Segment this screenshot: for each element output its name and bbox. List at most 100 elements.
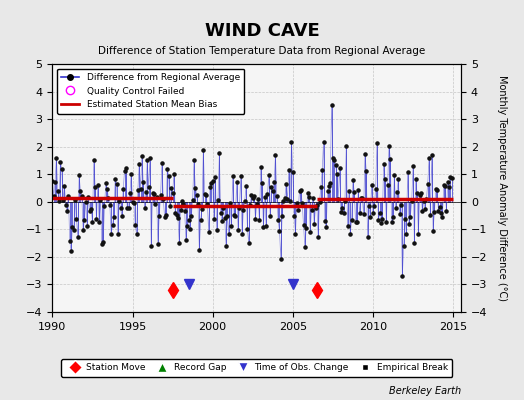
Point — [90, 157, 98, 163]
Point — [127, 170, 135, 177]
Point — [387, 219, 396, 226]
Point — [154, 240, 162, 247]
Point — [203, 200, 212, 207]
Point — [152, 194, 161, 200]
Point — [82, 198, 90, 205]
Point — [364, 234, 372, 241]
Point — [410, 240, 419, 246]
Point — [362, 168, 370, 174]
Point — [287, 138, 296, 145]
Point — [133, 230, 141, 237]
Point — [131, 222, 139, 228]
Point — [311, 204, 320, 211]
Point — [214, 196, 222, 203]
Point — [194, 201, 202, 208]
Point — [281, 195, 289, 201]
Point — [318, 167, 326, 174]
Text: Berkeley Earth: Berkeley Earth — [389, 386, 461, 396]
Point — [183, 223, 191, 229]
Point — [72, 216, 81, 222]
Point — [323, 188, 332, 195]
Point — [129, 200, 138, 206]
Point — [278, 212, 286, 219]
Point — [66, 238, 74, 245]
Point — [110, 213, 118, 220]
Point — [85, 208, 94, 215]
Point — [432, 186, 440, 192]
Point — [372, 186, 380, 192]
Point — [170, 171, 178, 177]
Point — [418, 208, 427, 214]
Point — [321, 218, 329, 224]
Point — [168, 190, 177, 196]
Point — [389, 214, 397, 220]
Point — [406, 214, 414, 220]
Point — [64, 193, 73, 199]
Point — [126, 190, 134, 196]
Point — [238, 231, 246, 238]
Point — [177, 207, 185, 214]
Point — [88, 219, 96, 225]
Point — [52, 154, 61, 161]
Point — [426, 212, 434, 218]
Point — [97, 240, 106, 247]
Y-axis label: Monthly Temperature Anomaly Difference (°C): Monthly Temperature Anomaly Difference (… — [497, 75, 507, 301]
Point — [178, 198, 186, 204]
Point — [379, 161, 388, 167]
Point — [341, 198, 349, 204]
Point — [215, 150, 224, 156]
Point — [413, 190, 421, 196]
Point — [124, 205, 133, 211]
Point — [174, 215, 182, 221]
Point — [171, 209, 180, 216]
Point — [444, 179, 452, 185]
Point — [136, 186, 145, 192]
Point — [299, 222, 308, 228]
Point — [329, 154, 337, 161]
Point — [199, 146, 208, 153]
Legend: Difference from Regional Average, Quality Control Failed, Estimated Station Mean: Difference from Regional Average, Qualit… — [57, 68, 245, 114]
Point — [355, 210, 364, 216]
Point — [301, 243, 309, 250]
Point — [330, 157, 339, 164]
Point — [239, 207, 248, 213]
Point — [440, 182, 448, 188]
Point — [266, 212, 274, 219]
Point — [350, 189, 358, 195]
Text: WIND CAVE: WIND CAVE — [205, 22, 319, 40]
Point — [369, 210, 377, 216]
Point — [182, 237, 190, 243]
Point — [71, 197, 79, 203]
Point — [250, 192, 258, 199]
Point — [102, 180, 110, 186]
Point — [50, 193, 58, 199]
Point — [365, 203, 373, 210]
Point — [352, 219, 360, 225]
Point — [391, 205, 400, 212]
Point — [333, 171, 341, 177]
Point — [96, 197, 105, 203]
Point — [167, 185, 176, 192]
Point — [319, 139, 328, 145]
Point — [99, 239, 107, 246]
Point — [248, 195, 257, 201]
Point — [224, 230, 233, 237]
Point — [53, 188, 62, 194]
Point — [277, 256, 285, 262]
Point — [155, 213, 163, 220]
Point — [135, 161, 144, 167]
Point — [166, 203, 174, 209]
Point — [306, 229, 314, 235]
Point — [262, 222, 270, 229]
Point — [134, 186, 142, 193]
Point — [416, 191, 424, 198]
Point — [437, 210, 445, 216]
Point — [243, 226, 252, 232]
Point — [112, 181, 121, 187]
Point — [334, 196, 342, 202]
Point — [251, 215, 259, 222]
Point — [298, 200, 307, 206]
Point — [315, 199, 324, 205]
Point — [308, 206, 316, 213]
Point — [179, 201, 188, 208]
